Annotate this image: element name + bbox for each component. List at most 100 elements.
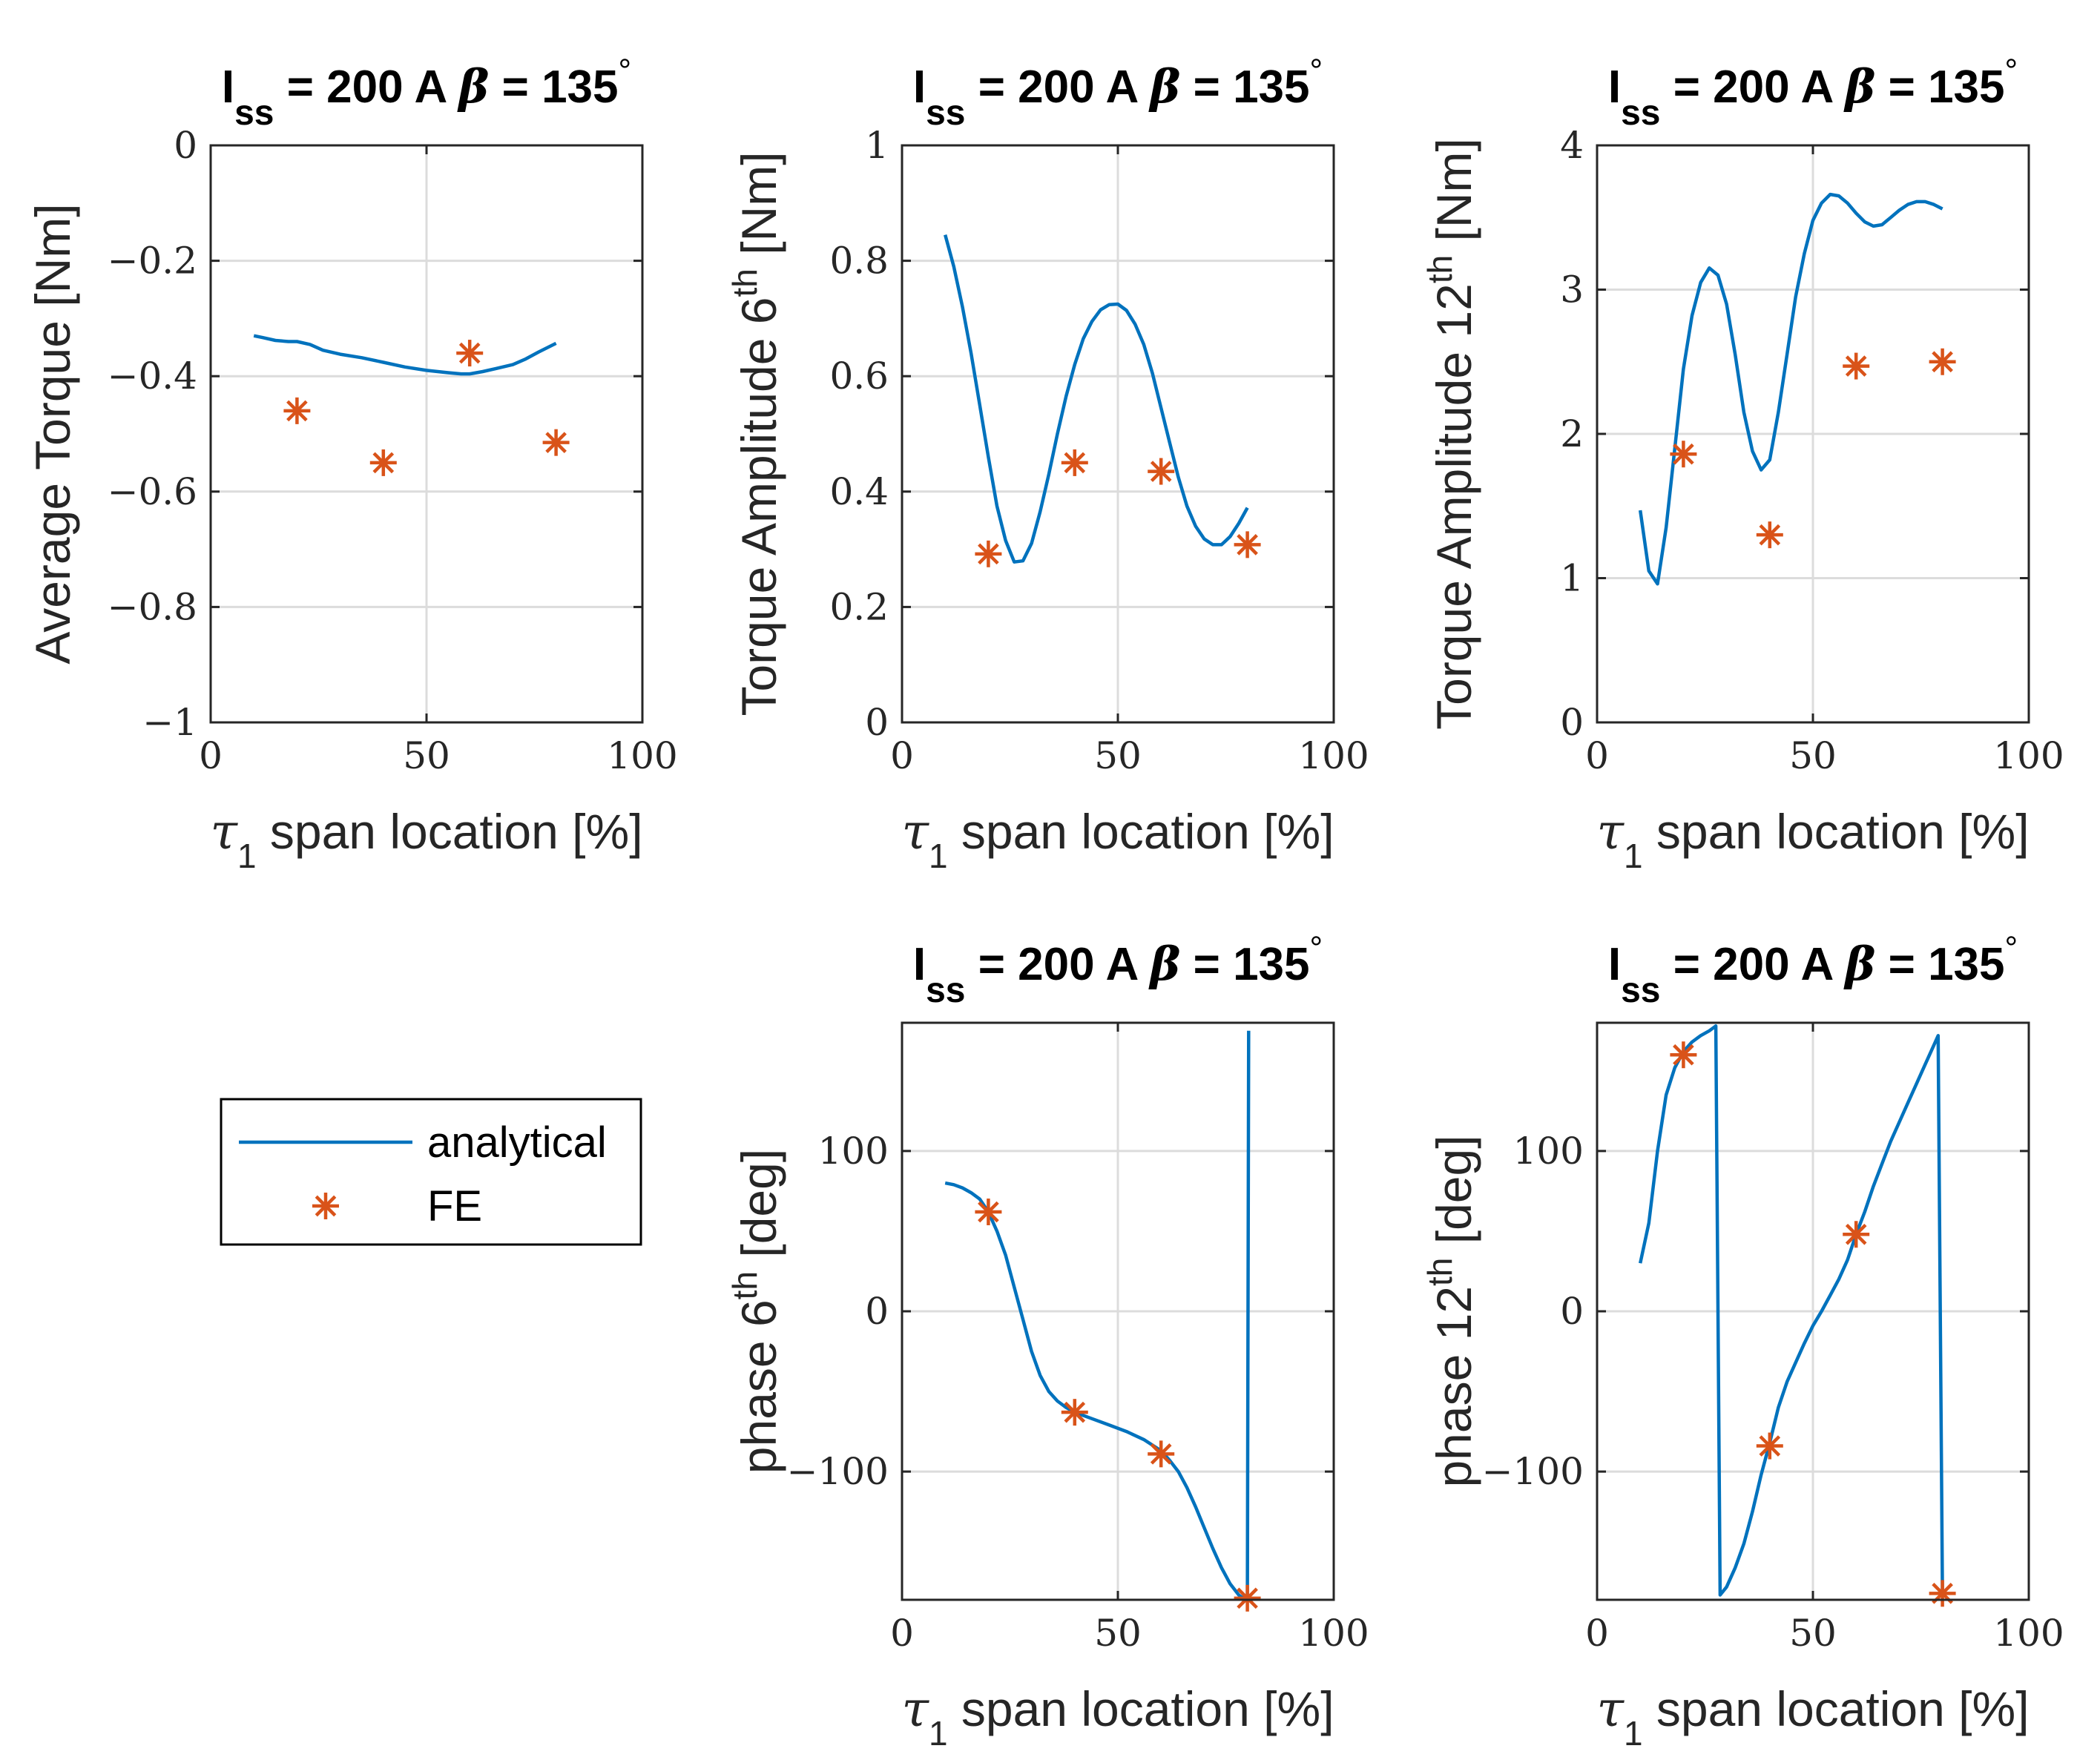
ylabel-post: [deg] [1426,1135,1481,1257]
ylabel-superscript: th [725,1271,764,1299]
xlabel-symbol: τ [901,1681,929,1738]
x-axis-label: τ1 span location [%] [901,1681,1334,1753]
y-axis-label: Average Torque [Nm] [25,203,80,664]
fe-marker-1 [369,449,397,476]
legend-fe-swatch-stroke-3 [315,1195,337,1217]
ytick-label-0: −100 [1482,1450,1584,1493]
fe-marker-2 [1843,1221,1870,1248]
legend-analytical-label: analytical [427,1118,607,1167]
fe-marker-1-stroke-3 [1759,1435,1781,1457]
chart-title: Iss = 200 A β = 135° [913,930,1323,1010]
panel-ph12: 0 50 100 −100 0 100 Iss = 200 A β = 135° τ1 spa… [1421,930,2064,1753]
ytick-label-4: 4 [1560,124,1584,167]
fe-marker-0-stroke-3 [286,400,308,422]
fe-marker-3 [1929,1580,1956,1607]
y-axis-label: phase 6th [deg] [725,1149,786,1474]
y-axis-label: Torque Amplitude 6th [Nm] [725,151,786,716]
fe-marker-1-stroke-3 [1064,452,1086,474]
title-subscript: ss [926,93,965,133]
xlabel-subscript: 1 [929,837,948,875]
ylabel-superscript: th [1421,1258,1459,1286]
title-eq: = 135 [489,62,618,113]
fe-marker-3 [1234,1584,1261,1612]
ylabel-superscript: th [725,268,764,297]
fe-marker-3 [542,429,570,456]
title-eq: = 135 [1180,62,1309,113]
xlabel-rest: span location [%] [257,804,643,859]
fe-marker-1 [1756,521,1783,549]
ylabel-main: phase 6 [731,1299,786,1474]
title-rest: = 200 A [274,62,459,113]
chart-title: Iss = 200 A β = 135° [913,53,1323,133]
ytick-label-5: 1 [865,124,889,167]
xtick-label-1: 50 [1789,734,1837,777]
ytick-label-4: 0.8 [829,240,889,283]
x-axis-label: τ1 span location [%] [1596,1681,2029,1753]
xlabel-rest: span location [%] [948,1681,1334,1736]
xlabel-subscript: 1 [1624,1714,1643,1753]
fe-marker-3 [1929,348,1956,375]
legend-fe-swatch [312,1193,339,1219]
ytick-label-2: 2 [1560,412,1584,455]
title-beta: β [1148,937,1180,991]
ylabel-main: Torque Amplitude 12 [1426,283,1481,730]
xtick-label-0: 0 [890,734,914,777]
title-subscript: ss [926,971,965,1010]
fe-marker-3 [1234,531,1261,558]
fe-marker-1-stroke-3 [372,452,395,474]
title-rest: = 200 A [966,62,1151,113]
xlabel-subscript: 1 [929,1714,948,1753]
plot-area [1638,1024,1944,1597]
ytick-label-3: −0.4 [108,355,197,398]
title-beta: β [1843,937,1875,991]
fe-marker-3-stroke-3 [1237,1587,1258,1609]
ylabel-main: Torque Amplitude 6 [731,297,786,716]
title-rest: = 200 A [1661,62,1846,113]
fe-marker-2-stroke-3 [1845,355,1867,377]
ytick-label-0: 0 [865,701,889,744]
fe-marker-1 [1061,449,1088,476]
xlabel-rest: span location [%] [1643,1681,2030,1736]
xtick-label-0: 0 [890,1612,914,1655]
title-degree: ° [619,53,632,89]
ytick-label-1: 0 [1560,1290,1584,1333]
xtick-label-2: 100 [1993,1612,2064,1655]
xlabel-symbol: τ [1596,803,1625,860]
xlabel-symbol: τ [210,803,238,860]
ytick-label-3: 3 [1560,268,1584,312]
chart-title: Iss = 200 A β = 135° [1608,53,2018,133]
analytical-line [944,1030,1251,1600]
xtick-label-1: 50 [1094,734,1142,777]
xtick-label-2: 100 [1298,734,1369,777]
title-subscript: ss [1621,971,1660,1010]
fe-marker-0 [975,540,1002,567]
xlabel-subscript: 1 [1624,837,1643,875]
ytick-label-1: 1 [1560,557,1584,600]
x-axis-label: τ1 span location [%] [901,803,1334,875]
ylabel-superscript: th [1421,255,1459,283]
title-rest: = 200 A [966,939,1151,990]
ylabel-post: [deg] [731,1149,786,1271]
fe-marker-3-stroke-3 [1237,534,1258,556]
title-eq: = 135 [1875,939,2004,990]
xtick-label-0: 0 [1585,734,1609,777]
ytick-label-0: −100 [787,1450,889,1493]
xtick-label-2: 100 [1993,734,2064,777]
ytick-label-0: 0 [1560,701,1584,744]
plot-area [944,1030,1251,1600]
ylabel-post: [Nm] [1426,138,1481,255]
xtick-label-0: 0 [1585,1612,1609,1655]
fe-marker-2-stroke-3 [1150,1443,1172,1465]
legend-fe-label: FE [427,1182,482,1230]
ylabel-main: phase 12 [1426,1286,1481,1488]
fe-marker-0-stroke-3 [978,1201,999,1223]
title-beta: β [457,59,489,113]
y-axis-label: phase 12th [deg] [1421,1135,1481,1487]
title-main: I [222,62,234,113]
title-degree: ° [1310,53,1323,89]
xtick-label-1: 50 [1094,1612,1142,1655]
title-beta: β [1843,59,1875,113]
ytick-label-0: −1 [142,701,197,744]
